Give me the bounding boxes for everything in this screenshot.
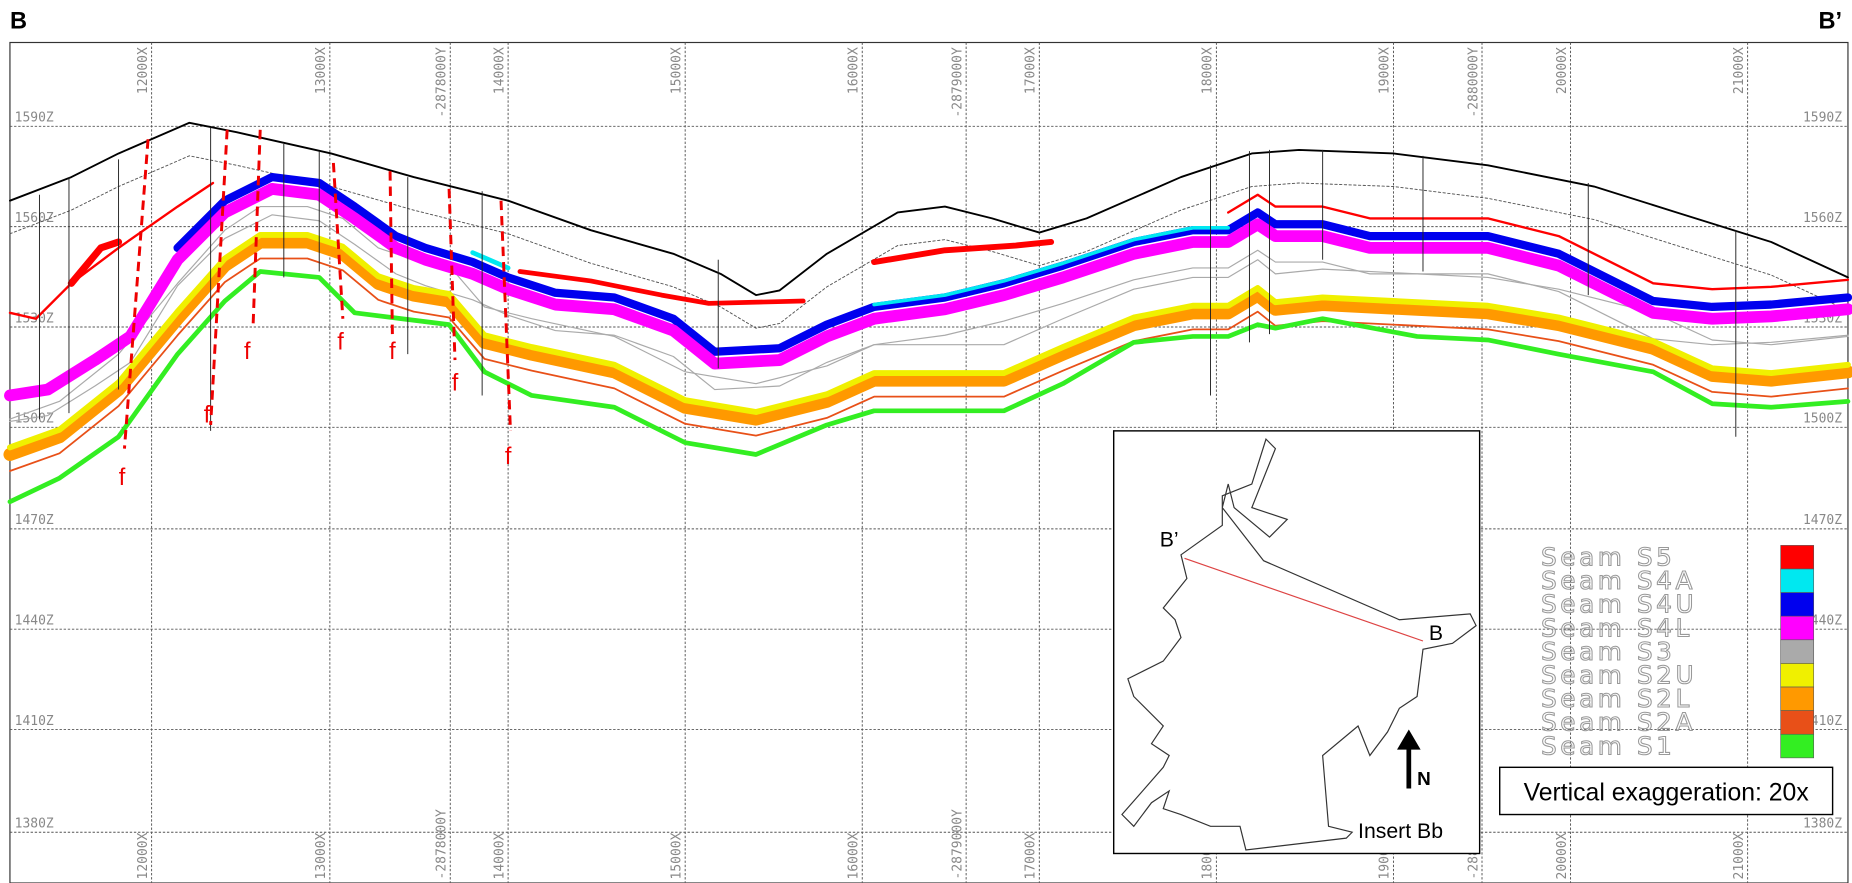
lease-outline [1121, 438, 1477, 851]
x-label: 21000X [1732, 47, 1747, 94]
x-label: 14000X [492, 832, 507, 879]
fault [388, 171, 394, 337]
x-label: 20000X [1555, 832, 1570, 879]
z-label: 1500Z [1803, 412, 1842, 427]
x-label: 14000X [492, 47, 507, 94]
fault-label: f [389, 339, 396, 365]
x-label: 18000X [1201, 47, 1216, 94]
inset-start: B’ [1160, 528, 1179, 552]
seam-s4u [173, 172, 1852, 356]
fault [251, 129, 262, 325]
fault-label: f [204, 403, 211, 429]
legend-label: Seam S5 [1541, 542, 1675, 571]
seam-s3 [9, 205, 1849, 420]
legend-label: Seam S4U [1541, 590, 1697, 619]
fault-label: f [119, 465, 126, 491]
seam-s4a [872, 226, 1230, 307]
legend-swatch [1780, 686, 1815, 711]
seam-s3 [9, 214, 1849, 423]
section-line [1184, 557, 1424, 642]
x-label: 16000X [847, 832, 862, 879]
section-end: B’ [1818, 8, 1842, 34]
legend-swatch [1780, 568, 1815, 593]
seam-s5 [517, 269, 806, 306]
x-label: 13000X [314, 47, 329, 94]
frame [9, 41, 1849, 883]
x-label: 21000X [1732, 832, 1747, 879]
seam-s2u [6, 231, 1851, 451]
legend-swatch [1780, 639, 1815, 664]
north-label: N [1417, 769, 1431, 790]
topography [9, 121, 1849, 297]
legend-swatch [1780, 592, 1815, 617]
seam-s4l [4, 182, 1852, 402]
fault [447, 188, 457, 361]
exaggeration-note: Vertical exaggeration: 20x [1524, 779, 1810, 806]
fault-label: f [452, 371, 459, 397]
z-label: 1500Z [15, 412, 54, 427]
legend-swatch [1780, 663, 1815, 688]
z-label: 1560Z [15, 211, 54, 226]
z-label: 1410Z [15, 714, 54, 729]
z-label: 1380Z [1803, 817, 1842, 832]
z-label: 1470Z [1803, 513, 1842, 528]
seam-s5 [1227, 193, 1850, 291]
z-label: 1590Z [1803, 111, 1842, 126]
z-label: 1470Z [15, 513, 54, 528]
seam-s2a [9, 257, 1849, 472]
legend-swatch [1780, 615, 1815, 641]
z-label: 1440Z [15, 613, 54, 628]
legend-label: Seam S4A [1541, 566, 1696, 595]
z-label: 1590Z [15, 111, 54, 126]
z-label: 1380Z [15, 817, 54, 832]
exaggeration-box [1499, 766, 1834, 816]
x-label: -2878000Y [435, 809, 450, 879]
seam-s2l [3, 235, 1852, 461]
fault [122, 139, 150, 449]
legend-swatch [1780, 733, 1815, 759]
legend-swatch [1780, 710, 1815, 735]
x-label: 15000X [669, 832, 684, 879]
inset-label: Insert Bb [1358, 819, 1443, 843]
x-label: 16000X [847, 47, 862, 94]
x-label: 17000X [1024, 47, 1039, 94]
fault-label: f [244, 339, 251, 365]
fault-label: f [337, 329, 344, 355]
section-start: B [10, 8, 27, 34]
inset-map: B’ B N Insert Bb [1112, 430, 1481, 855]
inset-frame [1112, 430, 1481, 855]
legend-label: Seam S4L [1541, 613, 1693, 642]
fault [331, 162, 345, 319]
z-label: 1560Z [1803, 211, 1842, 226]
x-label: 15000X [669, 47, 684, 94]
fault-label: f [505, 444, 512, 470]
x-label: 20000X [1555, 47, 1570, 94]
x-label: -2879000Y [950, 47, 965, 117]
seam-s5 [8, 181, 215, 320]
legend-label: Seam S3 [1541, 637, 1675, 666]
legend-swatch [1780, 545, 1815, 570]
seam-s5 [67, 238, 123, 287]
fault [209, 129, 229, 426]
x-label: 17000X [1024, 832, 1039, 879]
x-label: 12000X [136, 47, 151, 94]
legend-label: Seam S1 [1541, 731, 1675, 760]
seam-s1 [7, 269, 1851, 505]
legend-label: Seam S2L [1541, 684, 1693, 713]
inset-end: B [1429, 621, 1443, 645]
legend-label: Seam S2U [1541, 660, 1697, 689]
x-label: -2880000Y [1466, 47, 1481, 117]
legend-label: Seam S2A [1541, 708, 1696, 737]
x-label: -2878000Y [435, 47, 450, 117]
x-label: -2879000Y [950, 809, 965, 879]
x-label: 12000X [136, 832, 151, 879]
seam-s5 [871, 239, 1055, 266]
x-label: 13000X [314, 832, 329, 879]
fault [499, 200, 512, 431]
x-label: 19000X [1378, 47, 1393, 94]
north-arrowhead [1397, 729, 1421, 750]
